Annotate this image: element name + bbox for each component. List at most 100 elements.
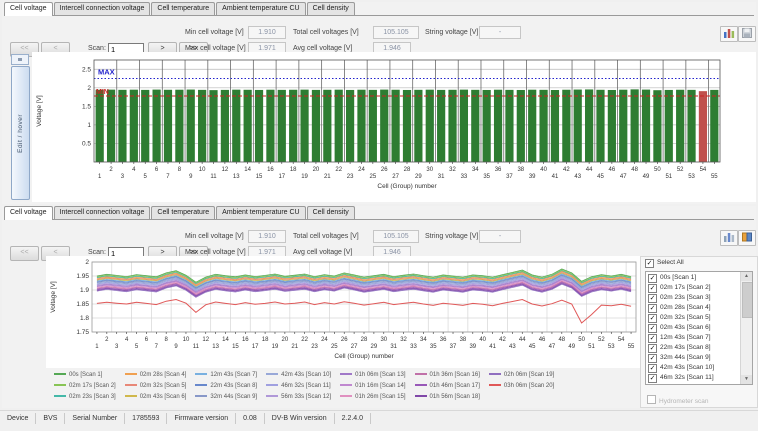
scan-item-checkbox[interactable] bbox=[648, 294, 657, 303]
bar-cell-42[interactable] bbox=[562, 89, 571, 162]
bar-cell-49[interactable] bbox=[641, 89, 651, 162]
scan-list-item-02m-28s-scan-4-[interactable]: 02m 28s [Scan 4] bbox=[646, 303, 741, 313]
scan-list-item-02m-43s-scan-6-[interactable]: 02m 43s [Scan 6] bbox=[646, 323, 741, 333]
scroll-down-icon[interactable]: ▼ bbox=[741, 375, 752, 384]
scan-listbox[interactable]: 00s [Scan 1]02m 17s [Scan 2]02m 23s [Sca… bbox=[645, 271, 753, 385]
first-scan-button[interactable]: << bbox=[10, 246, 39, 261]
scroll-up-icon[interactable]: ▲ bbox=[741, 272, 752, 281]
bar-cell-1[interactable] bbox=[95, 89, 104, 162]
scan-item-checkbox[interactable] bbox=[648, 344, 657, 353]
scan-list-item-02m-17s-scan-2-[interactable]: 02m 17s [Scan 2] bbox=[646, 283, 741, 293]
cell-voltage-bar-chart[interactable]: 0.511.522.5MINMAX12345678910111213141516… bbox=[32, 52, 756, 202]
edit-hover-side-button[interactable]: Edit / hover bbox=[11, 66, 30, 200]
scan-item-checkbox[interactable] bbox=[648, 364, 657, 373]
tab-intercell-connection-voltage[interactable]: Intercell connection voltage bbox=[53, 206, 151, 219]
cell-voltage-line-chart[interactable]: 1.751.81.851.91.952123456789101112131415… bbox=[46, 256, 646, 368]
bar-cell-29[interactable] bbox=[414, 89, 423, 162]
bar-cell-44[interactable] bbox=[585, 89, 594, 162]
bar-cell-12[interactable] bbox=[220, 89, 229, 162]
scan-item-checkbox[interactable] bbox=[648, 314, 657, 323]
bar-cell-20[interactable] bbox=[311, 89, 321, 162]
scan-item-checkbox[interactable] bbox=[648, 304, 657, 313]
bar-cell-17[interactable] bbox=[277, 89, 286, 162]
bar-cell-34[interactable] bbox=[471, 89, 480, 162]
scan-list-item-22m-43s-scan-8-[interactable]: 22m 43s [Scan 8] bbox=[646, 343, 741, 353]
tab-cell-voltage[interactable]: Cell voltage bbox=[4, 206, 53, 220]
bar-cell-24[interactable] bbox=[357, 89, 366, 162]
tab-intercell-connection-voltage[interactable]: Intercell connection voltage bbox=[53, 2, 151, 15]
bar-cell-22[interactable] bbox=[334, 89, 343, 162]
tab-cell-temperature[interactable]: Cell temperature bbox=[151, 206, 216, 219]
bar-cell-8[interactable] bbox=[175, 89, 184, 162]
scrollbar-thumb[interactable] bbox=[742, 282, 752, 318]
tab-cell-temperature[interactable]: Cell temperature bbox=[151, 2, 216, 15]
bar-cell-31[interactable] bbox=[437, 89, 446, 162]
bar-cell-23[interactable] bbox=[345, 89, 355, 162]
scan-list-item-42m-43s-scan-10-[interactable]: 42m 43s [Scan 10] bbox=[646, 363, 741, 373]
bar-cell-25[interactable] bbox=[368, 89, 377, 162]
bar-cell-55[interactable] bbox=[710, 89, 719, 162]
bar-cell-46[interactable] bbox=[607, 89, 616, 162]
scan-item-checkbox[interactable] bbox=[648, 284, 657, 293]
save-chart-button[interactable] bbox=[738, 26, 756, 42]
bar-cell-51[interactable] bbox=[664, 89, 673, 162]
scan-list-item-02m-23s-scan-3-[interactable]: 02m 23s [Scan 3] bbox=[646, 293, 741, 303]
bar-cell-40[interactable] bbox=[539, 89, 548, 162]
bar-cell-21[interactable] bbox=[323, 89, 332, 162]
bar-cell-45[interactable] bbox=[596, 89, 605, 162]
scan-item-checkbox[interactable] bbox=[648, 274, 657, 283]
bar-cell-39[interactable] bbox=[528, 89, 537, 162]
scan-list-item-00s-scan-1-[interactable]: 00s [Scan 1] bbox=[646, 273, 741, 283]
tab-cell-voltage[interactable]: Cell voltage bbox=[4, 2, 53, 16]
scan-item-checkbox[interactable] bbox=[648, 334, 657, 343]
bar-cell-48[interactable] bbox=[630, 89, 639, 162]
bar-cell-11[interactable] bbox=[209, 90, 218, 162]
bar-cell-33[interactable] bbox=[459, 89, 469, 162]
bar-cell-26[interactable] bbox=[380, 89, 389, 162]
report-button[interactable] bbox=[738, 230, 756, 246]
bar-cell-10[interactable] bbox=[198, 89, 207, 162]
tab-ambient-temperature-cu[interactable]: Ambient temperature CU bbox=[216, 206, 306, 219]
scan-list-scrollbar[interactable]: ▲ ▼ bbox=[740, 272, 752, 384]
bar-cell-3[interactable] bbox=[118, 89, 127, 162]
scan-list-item-02m-32s-scan-5-[interactable]: 02m 32s [Scan 5] bbox=[646, 313, 741, 323]
bar-cell-6[interactable] bbox=[152, 89, 161, 162]
tab-cell-density[interactable]: Cell density bbox=[306, 206, 355, 219]
select-all-checkbox[interactable]: Select All bbox=[645, 259, 684, 268]
tab-cell-density[interactable]: Cell density bbox=[306, 2, 355, 15]
bar-cell-52[interactable] bbox=[676, 89, 685, 162]
bar-cell-4[interactable] bbox=[129, 89, 138, 162]
bar-cell-38[interactable] bbox=[516, 89, 525, 162]
bar-cell-15[interactable] bbox=[254, 89, 264, 162]
bar-cell-9[interactable] bbox=[186, 89, 195, 162]
bar-cell-43[interactable] bbox=[573, 89, 582, 162]
bar-cell-14[interactable] bbox=[243, 89, 252, 162]
bar-cell-13[interactable] bbox=[232, 89, 241, 162]
bar-cell-53[interactable] bbox=[687, 89, 696, 162]
tab-ambient-temperature-cu[interactable]: Ambient temperature CU bbox=[216, 2, 306, 15]
bar-cell-27[interactable] bbox=[391, 89, 400, 162]
scan-list-item-12m-43s-scan-7-[interactable]: 12m 43s [Scan 7] bbox=[646, 333, 741, 343]
scan-item-checkbox[interactable] bbox=[648, 354, 657, 363]
scan-list-item-32m-44s-scan-9-[interactable]: 32m 44s [Scan 9] bbox=[646, 353, 741, 363]
bar-cell-35[interactable] bbox=[482, 89, 491, 162]
scan-list-item-46m-32s-scan-11-[interactable]: 46m 32s [Scan 11] bbox=[646, 373, 741, 383]
bar-cell-32[interactable] bbox=[448, 89, 457, 162]
bar-cell-16[interactable] bbox=[266, 89, 275, 162]
bar-cell-5[interactable] bbox=[141, 89, 150, 162]
bar-cell-37[interactable] bbox=[505, 89, 514, 162]
bar-cell-19[interactable] bbox=[300, 89, 309, 162]
bar-cell-50[interactable] bbox=[653, 90, 662, 162]
bar-cell-36[interactable] bbox=[493, 89, 503, 162]
bar-cell-47[interactable] bbox=[619, 89, 628, 162]
bar-cell-41[interactable] bbox=[550, 90, 560, 162]
chart-options-button[interactable] bbox=[720, 230, 738, 246]
pin-panel-button[interactable] bbox=[11, 54, 29, 65]
bar-cell-2[interactable] bbox=[106, 89, 116, 162]
scan-item-checkbox[interactable] bbox=[648, 374, 657, 383]
chart-options-button[interactable] bbox=[720, 26, 738, 42]
bar-cell-28[interactable] bbox=[402, 89, 412, 162]
bar-cell-18[interactable] bbox=[289, 89, 298, 162]
bar-cell-54[interactable] bbox=[698, 91, 708, 162]
bar-cell-30[interactable] bbox=[425, 89, 434, 162]
